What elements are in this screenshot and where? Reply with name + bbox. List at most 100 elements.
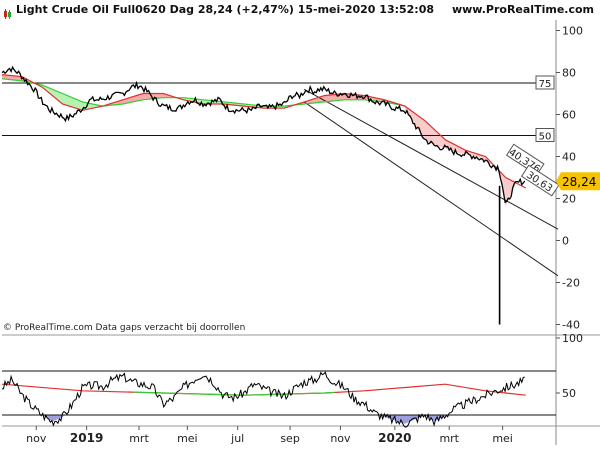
ma-fill: [457, 146, 460, 154]
ma-fill: [128, 97, 131, 103]
ma-fill: [421, 117, 424, 137]
ma-fill: [332, 94, 335, 102]
x-tick-label: mei: [492, 432, 513, 445]
x-tick-label: mrt: [439, 432, 459, 445]
ma-fill: [427, 122, 430, 143]
ma-fill: [76, 99, 79, 110]
ma-fill: [143, 93, 146, 100]
level-label-box: [535, 128, 555, 142]
x-tick-label: 2019: [70, 431, 103, 445]
osc-fill-low: [432, 415, 435, 421]
oscillator-panel: 100 50: [1, 332, 600, 428]
x-tick-label: nov: [26, 432, 47, 445]
ma-fill: [326, 95, 329, 102]
osc-fill-low: [50, 415, 52, 422]
osc-fill-low: [57, 415, 60, 420]
y-tick-label: 100: [562, 25, 583, 38]
x-tick-label: mrt: [129, 432, 149, 445]
ma-fill: [441, 135, 444, 148]
ma-fill: [423, 119, 426, 140]
osc-fill-low: [402, 415, 404, 424]
ma-fill: [314, 98, 317, 103]
ma-fill: [136, 94, 139, 102]
ma-fill: [141, 93, 144, 101]
channel-label-box: [505, 143, 545, 176]
ma-fill: [80, 101, 83, 111]
ma-fill: [14, 75, 17, 81]
y-tick-label: 0: [562, 235, 569, 248]
ma-fill: [2, 74, 5, 80]
ma-fill: [4, 74, 7, 80]
ma-fill: [509, 179, 512, 197]
ma-fill: [90, 103, 93, 109]
ma-fill: [58, 91, 61, 103]
copyright-text: © ProRealTime.com Data gaps verzacht bij…: [3, 323, 246, 333]
x-axis: nov 2019 mrt mei jul sep nov 2020 mrt mei: [26, 426, 513, 445]
channel-lower-line: [303, 101, 559, 277]
ma-fill: [429, 124, 432, 144]
ma-fill: [72, 97, 75, 108]
osc-fill-low: [51, 415, 54, 422]
ma-fill: [92, 104, 95, 109]
osc-fill-low: [403, 415, 406, 424]
price-line: [1, 65, 526, 204]
ma-fill: [88, 103, 91, 110]
ma-fill: [6, 75, 9, 80]
level-label: 50: [539, 132, 552, 143]
ma-fill: [66, 95, 69, 106]
osc-fill-low: [408, 415, 410, 423]
ma-fill: [74, 98, 77, 109]
ma-fill: [197, 99, 200, 104]
ma-fast-line: [1, 74, 527, 189]
ma-fill: [132, 96, 135, 102]
ma-fill: [70, 96, 73, 108]
osc-fill-low: [59, 415, 61, 419]
ma-fill: [124, 98, 127, 104]
osc-ma-line-green: [132, 391, 335, 396]
y-tick-label: 20: [562, 193, 576, 206]
ma-fill: [134, 95, 137, 102]
y-tick-label: 60: [562, 109, 576, 122]
osc-ma-line: [1, 383, 526, 396]
x-tick-label: sep: [280, 432, 299, 445]
level-label: 75: [539, 79, 552, 90]
ma-fill: [328, 94, 331, 102]
ma-fill: [8, 75, 11, 80]
ma-fill: [334, 94, 337, 101]
ma-fill: [433, 128, 436, 146]
osc-fill-low: [53, 415, 55, 422]
ma-slow-line: [1, 78, 406, 107]
ma-fill: [439, 134, 442, 148]
osc-fill-low: [56, 415, 58, 420]
ma-fill: [78, 100, 81, 110]
ma-fill: [64, 94, 67, 106]
osc-fill-low: [396, 415, 398, 422]
ma-fill: [330, 94, 333, 102]
ma-fill: [62, 93, 65, 105]
ma-fill: [159, 93, 162, 99]
ma-fill: [507, 178, 510, 202]
x-tick-label: jul: [230, 432, 244, 445]
ma-fill: [130, 96, 133, 103]
ma-fill: [68, 96, 71, 107]
site-link[interactable]: www.ProRealTime.com: [451, 3, 594, 16]
y-tick-label: 100: [562, 332, 583, 345]
y-tick-label: -20: [562, 277, 580, 290]
ma-fill: [312, 98, 315, 104]
last-price-badge: [556, 172, 600, 191]
x-tick-label: 2020: [378, 431, 411, 445]
ma-fill: [10, 75, 13, 80]
ma-fill: [435, 130, 438, 147]
ma-fill: [16, 76, 19, 81]
osc-fill-low: [54, 415, 57, 421]
ma-fill: [414, 113, 417, 128]
ma-fill: [18, 76, 21, 81]
y-tick-label: -40: [562, 319, 580, 332]
osc-fill-low: [406, 415, 409, 423]
ma-fill: [203, 99, 206, 104]
ma-fill: [316, 97, 319, 103]
ma-fill: [126, 97, 129, 104]
ma-fill: [425, 120, 428, 141]
